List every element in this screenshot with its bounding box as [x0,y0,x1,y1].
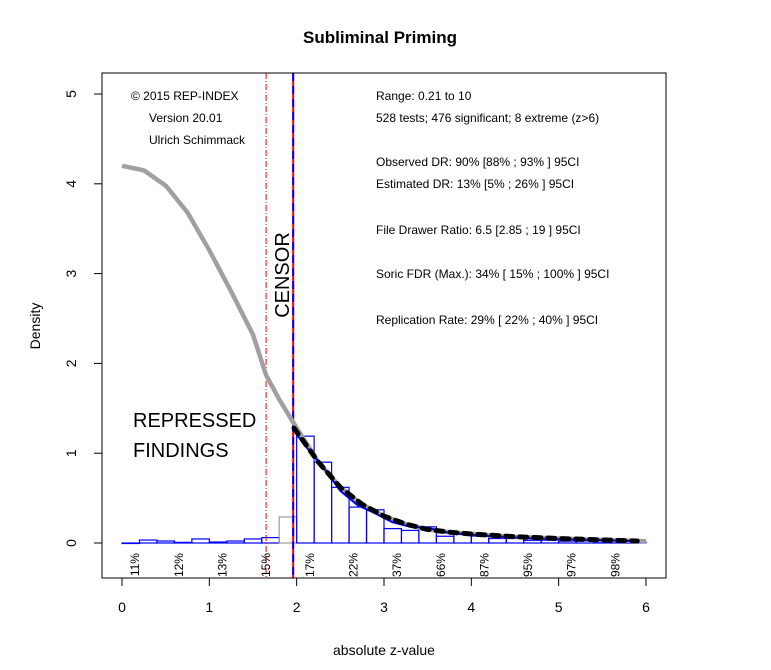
power-label: 87% [477,553,491,577]
x-tick-label: 4 [467,599,475,615]
fitted-significant-curve [291,425,640,544]
stat-line: Range: 0.21 to 10 [376,89,472,103]
x-tick-label: 2 [293,599,301,615]
power-label: 98% [608,553,622,577]
stat-line: Estimated DR: 13% [5% ; 26% ] 95CI [376,177,574,191]
power-label: 17% [303,553,317,577]
x-tick-label: 1 [205,599,213,615]
y-tick-label: 0 [63,539,79,547]
power-label: 37% [390,553,404,577]
histogram-bar [261,537,280,544]
histogram-bar [226,540,245,544]
x-tick-label: 0 [118,599,126,615]
chart-title: Subliminal Priming [303,28,457,47]
histogram-bar [435,535,455,544]
stat-line: Observed DR: 90% [88% ; 93% ] 95CI [376,155,579,169]
power-label: 97% [565,553,579,577]
stat-line: Soric FDR (Max.): 34% [ 15% ; 100% ] 95C… [376,267,609,281]
histogram-bar [558,540,577,544]
credit-line: © 2015 REP-INDEX [131,89,239,103]
y-tick-label: 1 [63,449,79,457]
credit-text: © 2015 REP-INDEX Version 20.01 Ulrich Sc… [131,89,246,147]
histogram-bar [191,538,210,544]
x-tick-label: 5 [555,599,563,615]
histogram-bar [400,529,420,544]
credit-line: Ulrich Schimmack [149,133,246,147]
histogram-bar [348,506,368,544]
y-tick-label: 4 [63,180,79,188]
power-label: 12% [172,553,186,577]
stat-line: 528 tests; 476 significant; 8 extreme (z… [376,111,599,125]
x-tick-label: 3 [380,599,388,615]
histogram-bar [470,535,490,544]
histogram-bar [208,541,228,544]
power-label: 66% [434,553,448,577]
histogram-bar [173,541,193,544]
plot-frame [101,72,667,579]
stat-line: File Drawer Ratio: 6.5 [2.85 ; 19 ] 95CI [376,223,581,237]
histogram-bar [156,540,175,544]
y-tick-label: 2 [63,359,79,367]
histogram-bar [383,528,403,544]
power-label: 11% [128,553,142,576]
x-axis-label: absolute z-value [333,642,435,658]
findings-label: FINDINGS [133,440,229,462]
y-tick-label: 5 [63,90,79,98]
stat-line: Replication Rate: 29% [ 22% ; 40% ] 95CI [376,313,598,327]
stats-text: Range: 0.21 to 10 528 tests; 476 signifi… [376,89,609,327]
histogram-bar [523,539,542,544]
power-label: 22% [346,553,360,577]
density-curves [121,163,647,544]
power-label: 95% [521,553,535,577]
x-tick-label: 6 [642,599,650,615]
kernel-density-curve [293,430,638,543]
histogram-bar [138,539,158,544]
power-label: 15% [259,553,273,577]
repressed-label: REPRESSED [133,410,256,432]
y-tick-label: 3 [63,269,79,277]
power-labels: 11% 12% 13% 15% 17% 22% 37% 66% 87% 95% 97% 98% [128,553,622,577]
y-axis-label: Density [27,303,43,350]
reference-lines [265,73,295,578]
histogram-bar [540,539,560,544]
histogram-bar [121,542,141,545]
censor-label: CENSOR [272,232,294,318]
credit-line: Version 20.01 [149,111,223,125]
histogram-bar [243,538,263,544]
power-label: 13% [215,553,229,577]
histogram-bar [488,537,507,544]
